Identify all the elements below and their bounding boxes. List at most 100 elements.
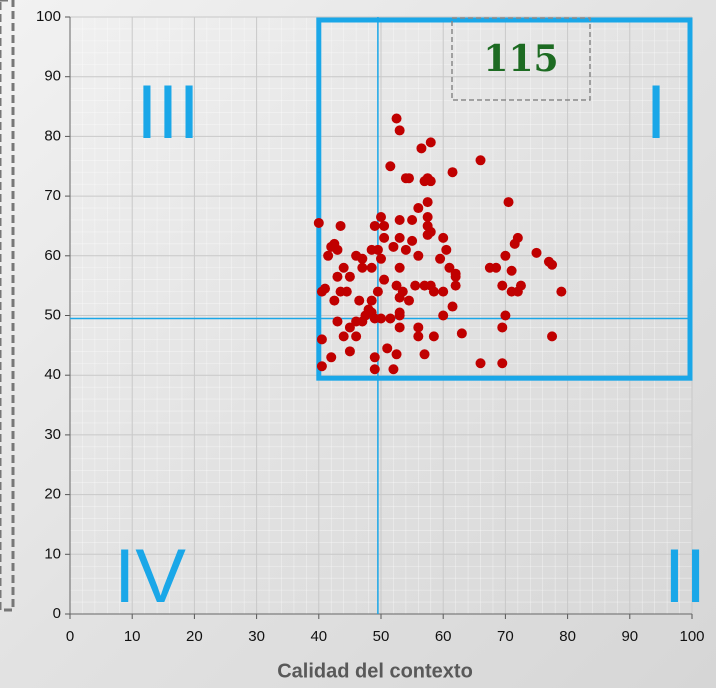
point	[435, 253, 446, 264]
point	[369, 352, 380, 363]
point	[316, 361, 327, 372]
point	[394, 262, 405, 273]
point	[394, 292, 405, 303]
quadrant-label: IV	[114, 534, 186, 619]
x-tick-label: 100	[679, 628, 704, 645]
point	[403, 295, 414, 306]
point	[497, 280, 508, 291]
point	[379, 274, 390, 285]
point	[438, 232, 449, 243]
point	[400, 244, 411, 255]
y-tick-label: 10	[44, 545, 61, 562]
point	[394, 214, 405, 225]
point	[326, 352, 337, 363]
point	[422, 211, 433, 222]
point	[372, 244, 383, 255]
point	[366, 262, 377, 273]
point	[332, 244, 343, 255]
point	[497, 322, 508, 333]
point	[441, 244, 452, 255]
point	[407, 214, 418, 225]
point	[316, 286, 327, 297]
point	[376, 313, 386, 324]
y-tick-label: 50	[44, 306, 61, 323]
count-box	[451, 17, 591, 101]
y-tick-label: 70	[44, 187, 61, 204]
x-axis-title: Calidad del contexto	[277, 660, 473, 682]
point	[338, 262, 349, 273]
grid	[65, 16, 693, 619]
point	[366, 295, 377, 306]
point	[388, 241, 399, 252]
point	[450, 271, 461, 282]
point	[313, 217, 324, 228]
point	[547, 331, 558, 342]
x-tick-label: 70	[497, 628, 514, 645]
quadrant-label: I	[645, 70, 666, 155]
point	[407, 235, 418, 246]
point	[512, 286, 523, 297]
point	[456, 328, 467, 339]
point	[357, 316, 368, 327]
y-tick-label: 0	[53, 605, 61, 622]
point	[422, 197, 433, 208]
point	[503, 197, 514, 208]
frame-edge	[0, 0, 15, 612]
highlight-box	[316, 17, 693, 381]
point	[372, 286, 383, 297]
count-label: 115	[483, 38, 558, 80]
point	[376, 211, 386, 222]
point	[357, 253, 368, 264]
point	[323, 250, 334, 261]
x-tick-label: 40	[310, 628, 327, 645]
point	[344, 346, 355, 357]
point	[500, 310, 511, 321]
point	[447, 167, 458, 178]
point	[394, 310, 405, 321]
point	[438, 310, 449, 321]
point	[425, 176, 436, 187]
point	[369, 364, 380, 375]
point	[344, 322, 355, 333]
point	[422, 229, 433, 240]
y-tick-label: 30	[44, 426, 61, 443]
point	[416, 143, 427, 154]
point	[391, 280, 402, 291]
point	[413, 250, 424, 261]
point	[344, 271, 355, 282]
y-tick-label: 20	[44, 486, 61, 503]
point	[497, 358, 508, 369]
point	[379, 220, 390, 231]
x-tick-label: 0	[66, 628, 74, 645]
point	[394, 232, 405, 243]
point	[329, 295, 340, 306]
point	[394, 125, 405, 136]
point	[388, 364, 399, 375]
point	[419, 349, 430, 360]
point	[357, 262, 368, 273]
point	[316, 334, 327, 345]
point	[385, 313, 396, 324]
point	[338, 331, 349, 342]
point	[425, 137, 436, 148]
point	[332, 271, 343, 282]
point	[394, 322, 405, 333]
point	[369, 220, 380, 231]
y-tick-label: 100	[36, 8, 61, 25]
point	[332, 316, 343, 327]
point	[382, 343, 393, 354]
point	[475, 358, 486, 369]
point	[500, 250, 511, 261]
x-tick-label: 80	[559, 628, 576, 645]
point	[531, 247, 542, 258]
point	[444, 262, 455, 273]
point	[450, 280, 461, 291]
x-tick-label: 90	[621, 628, 638, 645]
point	[413, 331, 424, 342]
quadrant-label: II	[664, 534, 706, 619]
point	[391, 349, 402, 360]
point	[354, 295, 365, 306]
x-tick-label: 60	[435, 628, 452, 645]
